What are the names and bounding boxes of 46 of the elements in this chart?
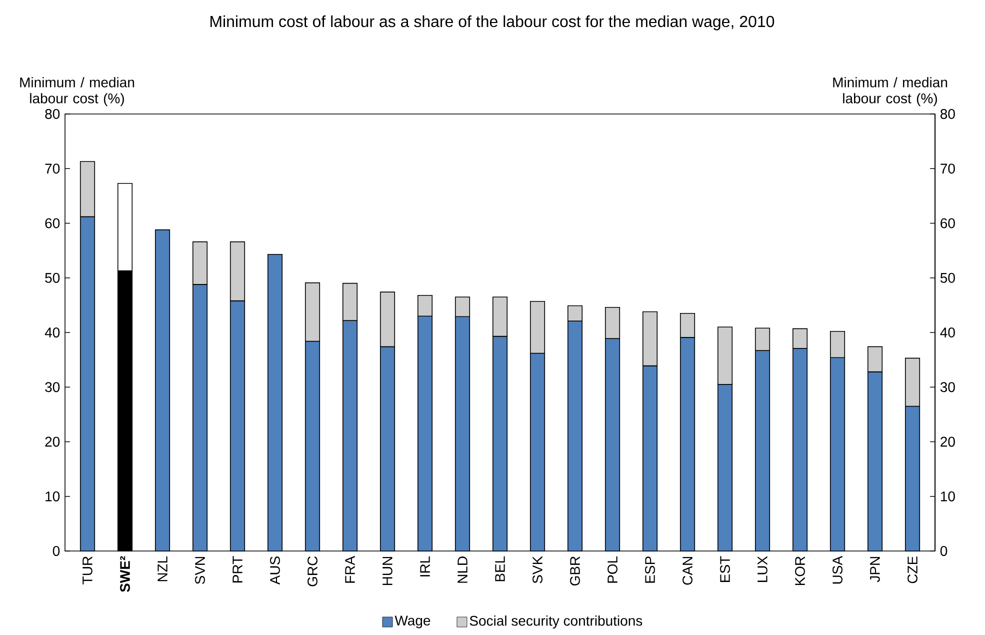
x-tick-label: LUX <box>758 556 768 582</box>
text: Minimum / median labour cost (%) <box>833 77 948 106</box>
y2-tick-label: 60 <box>45 218 60 228</box>
legend-label: Social security contributions <box>470 615 642 629</box>
y-tick-label: 60 <box>940 218 955 228</box>
x-tick-label: TUR <box>82 556 92 584</box>
y2-tick-label: 10 <box>46 491 60 502</box>
x-tick-label: ESP <box>645 556 655 583</box>
x-tick-label: FRA <box>345 556 355 583</box>
x-tick-label: AUS <box>270 556 280 585</box>
y-tick-label: 0 <box>940 546 948 556</box>
y2-tick-label: 20 <box>45 436 60 447</box>
y-tick-label: 20 <box>940 436 955 447</box>
y-tick-label: 40 <box>940 328 955 338</box>
y2-tick-label: 30 <box>45 382 60 392</box>
x-tick-label: CAN <box>682 557 692 585</box>
legend-label: Wage <box>394 616 430 628</box>
x-tick-label: CZE <box>908 556 918 584</box>
y2-tick-label: 70 <box>45 164 60 174</box>
x-tick-label: NLD <box>458 556 468 583</box>
y-tick-label: 50 <box>940 272 955 283</box>
x-tick-label: POL <box>608 556 618 583</box>
chart-title: Minimum cost of labour as a share of the labour cost for the median wage, 2010 <box>210 15 774 30</box>
x-tick-label: PRT <box>232 556 242 582</box>
x-tick-label: SVK <box>532 556 542 584</box>
text: Minimum / median labour cost (%) <box>20 77 134 106</box>
x-tick-label: USA <box>832 556 842 584</box>
x-tick-label: GBR <box>570 556 580 586</box>
y-tick-label: 10 <box>940 491 955 502</box>
x-tick-label: HUN <box>382 557 392 586</box>
y2-tick-label: 0 <box>52 546 60 556</box>
x-tick-label: BEL <box>495 556 505 582</box>
y-tick-label: 30 <box>940 382 955 392</box>
x-tick-label: NZL <box>158 556 168 582</box>
x-tick-label: SVN <box>195 557 205 584</box>
y2-tick-label: 50 <box>45 272 60 283</box>
x-tick-label: SWE² <box>120 556 130 592</box>
x-tick-label: GRC <box>308 556 318 586</box>
x-tick-label: EST <box>720 556 730 582</box>
y-tick-label: 70 <box>940 164 955 174</box>
x-tick-label: IRL <box>420 556 430 576</box>
x-tick-label: JPN <box>870 557 880 582</box>
x-tick-label: KOR <box>795 556 805 586</box>
y-tick-label: 80 <box>940 109 955 119</box>
y2-tick-label: 40 <box>44 328 60 338</box>
y2-tick-label: 80 <box>45 109 60 119</box>
